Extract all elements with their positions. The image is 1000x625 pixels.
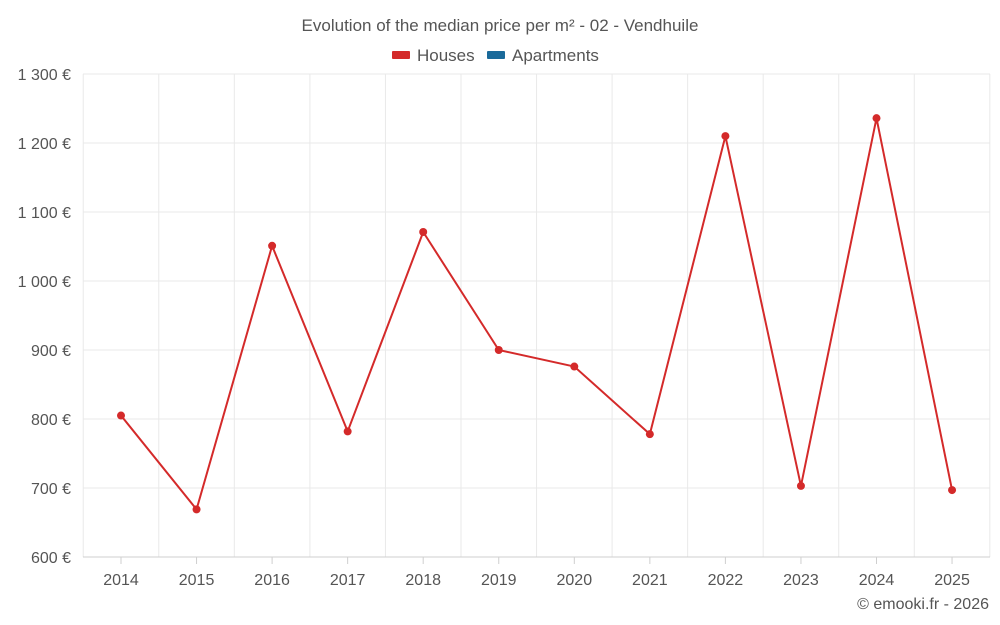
data-point-houses-2014[interactable]: [117, 411, 125, 420]
data-point-houses-2019[interactable]: [494, 346, 503, 354]
data-point-houses-2016[interactable]: [268, 241, 277, 250]
legend-item-houses[interactable]: Houses: [392, 46, 475, 65]
data-point-houses-2015[interactable]: [192, 505, 201, 514]
legend-swatch-apartments: [487, 51, 505, 59]
data-point-houses-2025[interactable]: [948, 486, 957, 495]
x-tick-label: 2015: [179, 572, 215, 589]
y-tick-label: 1 300 €: [18, 67, 71, 84]
data-point-houses-2022[interactable]: [721, 132, 730, 141]
x-tick-label: 2017: [330, 572, 366, 589]
x-tick-label: 2018: [405, 572, 441, 589]
x-tick-label: 2025: [934, 572, 970, 589]
data-point-houses-2023[interactable]: [796, 481, 805, 490]
data-point-houses-2020[interactable]: [570, 362, 579, 371]
x-tick-label: 2020: [557, 572, 593, 589]
data-point-houses-2017[interactable]: [343, 427, 352, 436]
chart-title: Evolution of the median price per m² - 0…: [302, 16, 699, 35]
legend-label-houses: Houses: [417, 46, 475, 65]
data-point-houses-2018[interactable]: [419, 228, 428, 237]
y-tick-label: 1 000 €: [18, 274, 71, 291]
legend: Houses Apartments: [392, 46, 599, 65]
y-tick-label: 1 200 €: [18, 136, 71, 153]
gridlines: [82, 73, 991, 557]
x-tick-label: 2016: [254, 572, 290, 589]
x-tick-label: 2024: [859, 572, 895, 589]
x-axis-ticks: 2014 2015 2016 2017 2018 2019 2020 2021 2022 2023…: [103, 557, 970, 589]
y-tick-label: 1 100 €: [18, 205, 71, 222]
y-tick-label: 800 €: [31, 412, 71, 429]
x-tick-label: 2023: [783, 572, 819, 589]
y-axis-ticks: 600 € 700 € 800 € 900 € 1 000 € 1 100 € 1 200 …: [18, 67, 71, 567]
y-tick-label: 700 €: [31, 481, 71, 498]
x-tick-label: 2022: [708, 572, 744, 589]
legend-item-apartments[interactable]: Apartments: [487, 46, 599, 65]
data-point-houses-2021[interactable]: [645, 430, 654, 439]
legend-label-apartments: Apartments: [512, 46, 599, 65]
x-tick-label: 2021: [632, 572, 668, 589]
legend-swatch-houses: [392, 51, 410, 59]
y-tick-label: 600 €: [31, 550, 71, 567]
series-line-houses: [120, 117, 954, 511]
data-point-houses-2024[interactable]: [872, 114, 881, 123]
series-houses: [117, 114, 957, 514]
credit-text: © emooki.fr - 2026: [857, 596, 989, 613]
y-tick-label: 900 €: [31, 343, 71, 360]
x-tick-label: 2019: [481, 572, 517, 589]
x-tick-label: 2014: [103, 572, 139, 589]
